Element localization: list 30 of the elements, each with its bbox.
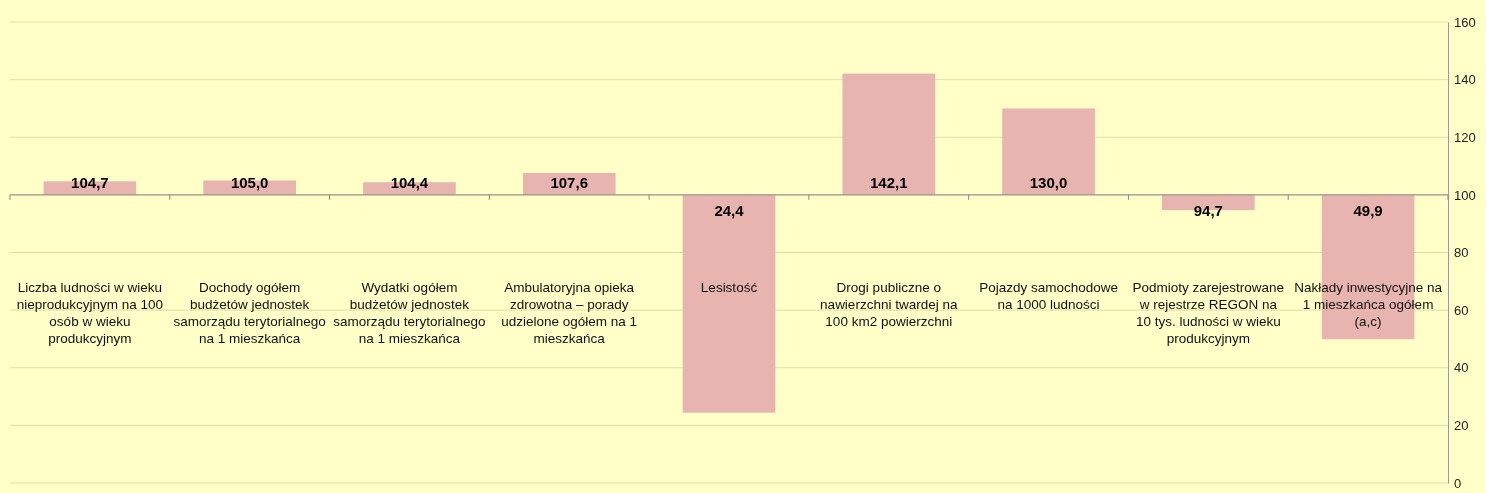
x-tick-label: Dochody ogółem budżetów jednostek samorządu terytorialnego na 1 mieszkańca: [173, 280, 326, 346]
x-tick-label: Lesistość: [700, 280, 758, 295]
y-tick-label: 20: [1454, 418, 1469, 434]
data-label: 104,7: [71, 173, 109, 191]
x-tick-label: Liczba ludności w wieku nieprodukcyjnym na 100 osób w wieku produkcyjnym: [16, 280, 164, 346]
data-label: 104,4: [390, 173, 429, 191]
x-tick-label: Ambulatoryjna opieka zdrowotna – porady udzielone ogółem na 1 mieszkańca: [501, 280, 638, 346]
data-label: 105,0: [230, 173, 269, 191]
y-tick-label: 140: [1454, 72, 1476, 88]
x-tick-label: Pojazdy samochodowe na 1000 ludności: [979, 280, 1118, 312]
data-label: 107,6: [550, 173, 588, 191]
data-label: 94,7: [1193, 201, 1223, 219]
x-tick-label: Drogi publiczne o nawierzchni twardej na 100 km2 powierzchni: [820, 280, 958, 329]
data-label: 142,1: [870, 173, 908, 191]
bar: [1002, 108, 1095, 195]
data-label: 130,0: [1029, 173, 1068, 191]
y-tick-label: 100: [1454, 187, 1476, 203]
x-tick-label: Wydatki ogółem budżetów jednostek samorządu terytorialnego na 1 mieszkańca: [333, 280, 486, 346]
bar: [682, 194, 776, 413]
y-tick-label: 120: [1454, 129, 1476, 145]
y-tick-label: 80: [1454, 245, 1469, 261]
data-label: 24,4: [714, 201, 745, 219]
y-tick-label: 40: [1454, 360, 1469, 376]
data-label: 49,9: [1353, 201, 1383, 219]
x-tick-label: Podmioty zarejestrowane w rejestrze REGON na 10 tys. ludności w wieku produkcyjnym: [1132, 280, 1285, 346]
x-tick-label: Nakłady inwestycyjne na 1 mieszkańca ogółem (a,c): [1294, 280, 1443, 329]
y-tick-label: 160: [1454, 14, 1476, 30]
y-tick-label: 0: [1454, 475, 1462, 491]
bar: [842, 73, 936, 195]
y-tick-label: 60: [1454, 302, 1469, 318]
